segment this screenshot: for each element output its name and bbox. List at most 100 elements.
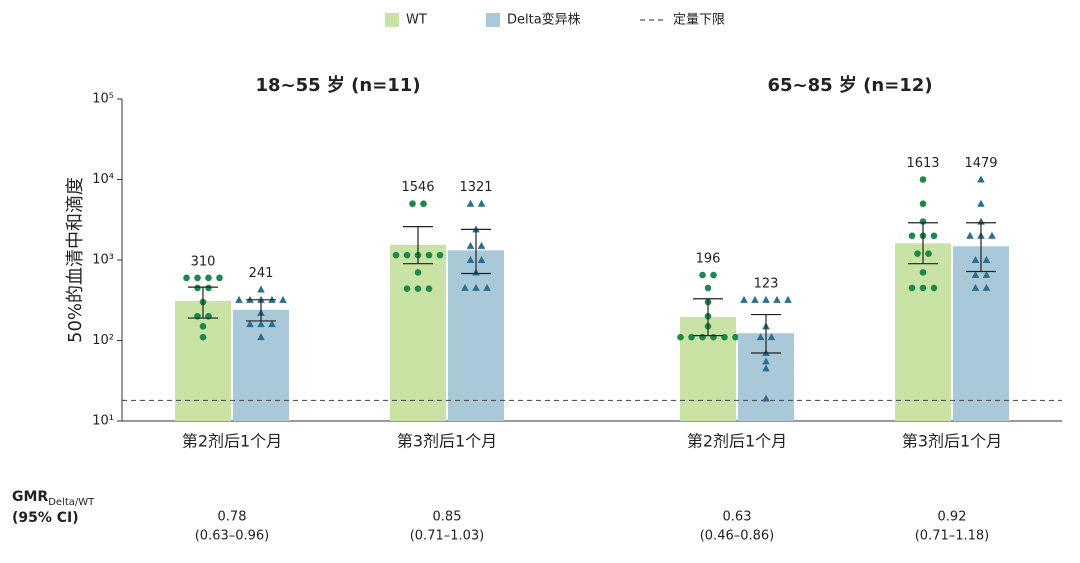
bar: [448, 250, 504, 421]
point: [199, 323, 207, 330]
y-tick-label: 10¹: [92, 414, 114, 429]
point: [205, 274, 212, 282]
point: [762, 295, 770, 303]
point: [784, 295, 792, 303]
point: [762, 357, 770, 365]
x-tick-label: 第2剂后1个月: [182, 432, 282, 451]
point: [919, 284, 927, 292]
point: [257, 320, 265, 328]
value-label: 123: [754, 276, 779, 291]
value-label: 1479: [964, 156, 997, 171]
point: [732, 333, 739, 341]
point: [414, 285, 422, 293]
point: [216, 274, 223, 282]
point: [425, 285, 433, 293]
gmr-ci: (0.71–1.18): [915, 529, 990, 544]
gmr-value: 0.78: [218, 510, 247, 525]
point: [919, 176, 927, 183]
point: [461, 283, 469, 291]
point: [977, 199, 985, 207]
gmr-label-main: GMR: [12, 489, 48, 505]
gmr-ci: (0.46–0.86): [700, 529, 775, 544]
bar: [233, 309, 289, 421]
point: [710, 271, 717, 279]
point: [677, 333, 684, 341]
gmr-value: 0.92: [938, 510, 967, 525]
point: [477, 256, 486, 263]
point: [235, 295, 243, 303]
gmr-value: 0.85: [433, 510, 462, 525]
point: [420, 200, 427, 208]
value-label: 241: [249, 266, 274, 281]
gmr-ci-label: (95% CI): [12, 510, 79, 526]
x-tick-label: 第3剂后1个月: [397, 432, 497, 451]
point: [205, 284, 212, 292]
panel-title: 65~85 岁 (n=12): [767, 74, 932, 96]
point: [257, 285, 265, 293]
gmr-label: GMRDelta/WT: [12, 489, 95, 508]
point: [908, 284, 916, 292]
point: [982, 256, 991, 263]
point: [721, 333, 728, 341]
x-tick-label: 第2剂后1个月: [687, 432, 787, 451]
point: [710, 333, 717, 341]
point: [966, 231, 974, 239]
point: [483, 283, 491, 291]
value-label: 1546: [401, 180, 434, 195]
point: [704, 284, 712, 292]
gmr-ci: (0.71–1.03): [410, 529, 485, 544]
point: [688, 333, 695, 341]
point: [194, 284, 201, 292]
point: [246, 320, 254, 328]
point: [751, 295, 759, 303]
point: [268, 320, 276, 328]
point: [194, 274, 201, 282]
point: [699, 271, 706, 279]
y-tick-label: 10³: [92, 253, 114, 268]
point: [183, 274, 190, 282]
point: [930, 284, 938, 292]
point: [425, 251, 433, 259]
point: [477, 241, 486, 249]
point: [257, 333, 265, 341]
point: [971, 271, 980, 279]
y-tick-label: 10²: [92, 333, 114, 348]
point: [919, 269, 927, 276]
point: [971, 283, 980, 291]
point: [982, 271, 991, 279]
point: [762, 394, 770, 402]
point: [919, 200, 927, 208]
y-tick-label: 10⁴: [92, 172, 114, 187]
point: [930, 232, 938, 240]
point: [914, 250, 921, 257]
point: [756, 333, 765, 341]
y-tick-label: 10⁵: [92, 92, 114, 107]
point: [466, 241, 475, 249]
point: [740, 295, 748, 303]
point: [414, 269, 422, 276]
y-axis-label: 50%的血清中和滴度: [65, 177, 86, 343]
bar: [175, 300, 231, 421]
point: [436, 251, 444, 259]
panel-title: 18~55 岁 (n=11): [255, 74, 420, 96]
point: [472, 283, 480, 291]
point: [466, 199, 475, 207]
point: [403, 285, 411, 293]
legend-swatch: [385, 13, 399, 27]
point: [466, 256, 475, 263]
point: [409, 200, 416, 208]
point: [699, 333, 706, 341]
legend-swatch: [486, 13, 500, 27]
legend-label: WT: [406, 13, 427, 28]
point: [988, 231, 996, 239]
point: [977, 175, 985, 183]
point: [279, 295, 287, 303]
point: [392, 251, 400, 259]
point: [767, 333, 776, 341]
gmr-value: 0.63: [723, 510, 752, 525]
value-label: 196: [696, 252, 721, 267]
value-label: 1321: [459, 180, 492, 195]
x-tick-label: 第3剂后1个月: [902, 432, 1002, 451]
value-label: 310: [191, 254, 216, 269]
